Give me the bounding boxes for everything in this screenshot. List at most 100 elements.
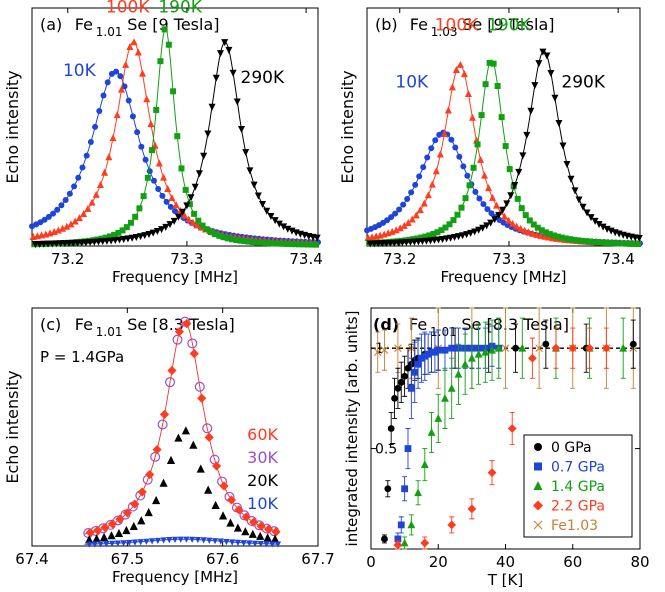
data-point xyxy=(158,226,166,234)
data-point xyxy=(200,152,208,160)
data-point xyxy=(165,377,176,388)
data-point xyxy=(128,234,136,242)
data-point xyxy=(144,507,153,517)
data-point xyxy=(211,461,222,471)
data-point xyxy=(177,536,184,543)
data-point xyxy=(75,214,83,222)
data-point xyxy=(143,95,151,103)
data-point xyxy=(194,381,205,392)
data-point xyxy=(404,445,412,452)
data-point xyxy=(130,499,140,509)
data-point xyxy=(107,531,116,540)
data-point xyxy=(495,211,503,219)
data-point xyxy=(542,229,549,236)
data-point xyxy=(263,533,272,542)
data-point xyxy=(241,512,251,522)
data-point xyxy=(392,210,399,217)
data-point xyxy=(394,384,402,392)
data-point xyxy=(481,347,490,356)
data-point xyxy=(80,209,88,217)
data-point xyxy=(166,537,173,544)
data-point xyxy=(103,237,111,245)
data-point xyxy=(373,348,382,356)
data-point xyxy=(117,85,125,93)
data-point xyxy=(241,527,250,536)
data-point xyxy=(452,65,460,73)
data-point xyxy=(166,455,176,464)
data-point xyxy=(87,138,94,145)
data-point xyxy=(99,238,107,246)
data-point xyxy=(149,229,157,237)
data-point xyxy=(459,232,467,240)
data-point xyxy=(464,89,472,97)
data-point xyxy=(283,240,290,247)
data-point xyxy=(538,227,545,234)
data-point xyxy=(501,212,509,220)
data-point xyxy=(126,43,134,51)
data-point xyxy=(237,237,244,244)
data-point xyxy=(229,539,236,546)
data-point xyxy=(454,369,463,378)
series-10K xyxy=(84,536,282,548)
x-tick-label: 67.4 xyxy=(15,550,48,568)
data-point xyxy=(400,201,407,208)
data-point xyxy=(441,346,449,354)
data-point xyxy=(134,129,141,136)
data-point xyxy=(249,239,256,246)
data-point xyxy=(149,147,156,154)
data-point xyxy=(412,181,419,188)
data-point xyxy=(258,239,265,246)
data-point xyxy=(183,202,191,210)
x-tick-label: 73.4 xyxy=(289,250,322,268)
panel-b: 73.2 73.3 73.4 Frequency [MHz] Echo intensit… xyxy=(338,7,643,286)
x-tick-label: 73.3 xyxy=(492,250,525,268)
data-point xyxy=(635,235,643,243)
x-tick-label: 73.2 xyxy=(383,250,416,268)
data-point xyxy=(484,206,491,213)
title-text: Fe xyxy=(410,15,428,34)
series-0.7 GPa xyxy=(394,325,503,546)
plot-frame xyxy=(31,7,319,247)
data-point xyxy=(501,344,510,352)
data-point xyxy=(86,541,93,548)
data-point xyxy=(234,539,242,546)
data-point xyxy=(150,451,161,462)
data-point xyxy=(537,231,545,239)
data-point xyxy=(308,241,315,248)
data-point xyxy=(150,177,157,184)
y-tick-label: 1 xyxy=(375,341,384,357)
peak-label: 100K xyxy=(435,16,479,36)
data-point xyxy=(199,222,206,229)
title-text: Se [9 Tesla] xyxy=(462,15,554,34)
data-point xyxy=(531,82,539,90)
data-point xyxy=(526,217,533,224)
data-point xyxy=(436,150,444,158)
data-point xyxy=(381,535,388,543)
data-point xyxy=(204,130,212,138)
series-290K xyxy=(31,39,321,248)
data-point xyxy=(121,83,128,90)
data-point xyxy=(129,113,136,120)
data-point xyxy=(562,235,569,242)
data-point xyxy=(271,240,278,247)
data-point xyxy=(125,97,132,104)
panel-a: 73.2 73.3 73.4 Frequency [MHz] Echo intensit… xyxy=(3,0,323,286)
data-point xyxy=(582,238,589,245)
data-point xyxy=(300,241,307,248)
y-tick-label: 0.5 xyxy=(375,442,397,458)
data-point xyxy=(186,201,193,208)
data-point xyxy=(635,241,642,248)
data-point xyxy=(96,108,103,115)
data-point xyxy=(595,239,602,246)
data-point xyxy=(296,241,303,248)
data-point xyxy=(448,83,456,91)
data-point xyxy=(271,527,281,537)
data-point xyxy=(225,46,233,54)
data-point xyxy=(221,39,229,47)
data-point xyxy=(114,528,124,538)
data-point xyxy=(159,478,168,487)
panel-label: (b) xyxy=(375,15,398,34)
data-point xyxy=(432,167,440,175)
y-axis-label: integrated intensity [arb. units] xyxy=(343,311,361,547)
title-subscript: 1.03 xyxy=(431,25,458,39)
